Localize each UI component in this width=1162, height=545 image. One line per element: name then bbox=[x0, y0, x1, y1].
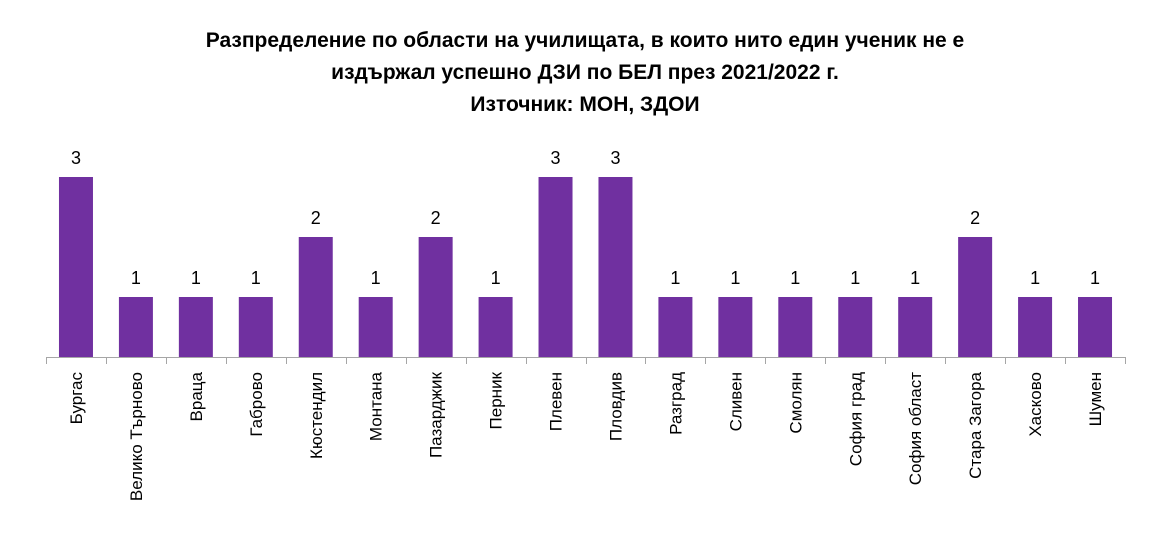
bar bbox=[778, 297, 813, 357]
category-label: Плевен bbox=[547, 372, 566, 431]
category-label: Габрово bbox=[247, 372, 266, 437]
chart-title-line-2: издържал успешно ДЗИ по БЕЛ през 2021/20… bbox=[331, 61, 839, 84]
data-label: 3 bbox=[551, 148, 561, 168]
category-label: Враца bbox=[187, 371, 206, 421]
data-label: 1 bbox=[371, 268, 381, 288]
bar bbox=[658, 297, 693, 357]
category-label: София град bbox=[846, 372, 865, 466]
category-label: Стара Загора bbox=[966, 371, 985, 478]
data-label: 1 bbox=[131, 268, 141, 288]
bar bbox=[958, 237, 993, 357]
data-label: 1 bbox=[1090, 268, 1100, 288]
bar bbox=[838, 297, 873, 357]
data-label: 2 bbox=[431, 208, 441, 228]
category-label: Монтана bbox=[367, 371, 386, 441]
data-label: 1 bbox=[670, 268, 680, 288]
category-label: Пазарджик bbox=[427, 371, 446, 458]
category-label: Перник bbox=[487, 371, 506, 429]
data-label: 1 bbox=[730, 268, 740, 288]
data-label: 3 bbox=[610, 148, 620, 168]
bar bbox=[418, 237, 453, 357]
data-label: 2 bbox=[311, 208, 321, 228]
bar bbox=[1018, 297, 1053, 357]
bar bbox=[478, 297, 513, 357]
bar bbox=[1078, 297, 1113, 357]
chart-title-line-1: Разпределение по области на училищата, в… bbox=[206, 29, 964, 52]
bar bbox=[358, 297, 393, 357]
bar bbox=[718, 297, 753, 357]
bar bbox=[598, 177, 633, 357]
data-label: 1 bbox=[491, 268, 501, 288]
category-label: Кюстендил bbox=[307, 372, 326, 459]
data-label: 1 bbox=[1030, 268, 1040, 288]
category-label: Сливен bbox=[726, 372, 745, 431]
category-label: Велико Търново bbox=[127, 372, 146, 501]
bar bbox=[298, 237, 333, 357]
category-label: Смолян bbox=[786, 372, 805, 434]
category-label: Шумен bbox=[1086, 372, 1105, 426]
bar bbox=[118, 297, 153, 357]
data-label: 1 bbox=[790, 268, 800, 288]
data-label: 1 bbox=[910, 268, 920, 288]
category-label: Бургас bbox=[67, 372, 86, 425]
bar bbox=[238, 297, 273, 357]
data-label: 1 bbox=[191, 268, 201, 288]
category-label: Разград bbox=[666, 372, 685, 435]
bar bbox=[178, 297, 213, 357]
data-label: 1 bbox=[251, 268, 261, 288]
category-label: София област bbox=[906, 372, 925, 485]
bar bbox=[538, 177, 573, 357]
data-label: 2 bbox=[970, 208, 980, 228]
category-label: Пловдив bbox=[606, 372, 625, 441]
bar bbox=[898, 297, 933, 357]
data-label: 3 bbox=[71, 148, 81, 168]
chart-title-line-3: Източник: МОН, ЗДОИ bbox=[470, 93, 699, 116]
data-label: 1 bbox=[850, 268, 860, 288]
category-label: Хасково bbox=[1026, 372, 1045, 437]
bar bbox=[58, 177, 93, 357]
